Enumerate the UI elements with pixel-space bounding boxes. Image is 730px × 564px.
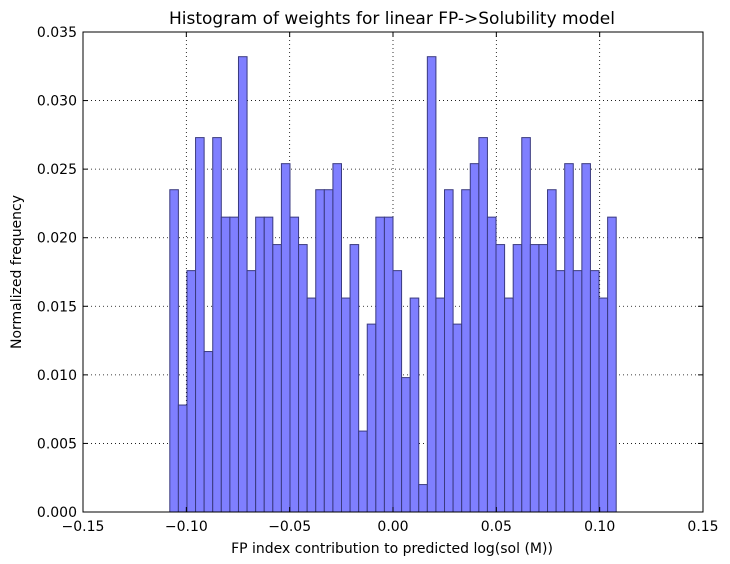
histogram-bar — [555, 270, 566, 513]
histogram-bar — [469, 163, 480, 513]
y-tick-label: 0.005 — [37, 436, 77, 452]
histogram-bar — [529, 244, 540, 513]
histogram-bar — [315, 189, 325, 513]
histogram-bar — [237, 56, 248, 513]
histogram-bar — [246, 270, 257, 513]
histogram-bar — [478, 137, 488, 513]
x-tick-label: 0.10 — [584, 519, 615, 535]
histogram-bar — [212, 137, 222, 513]
x-tick-label: 0.00 — [377, 519, 408, 535]
x-tick-label: −0.05 — [268, 519, 311, 535]
histogram-bar — [255, 216, 265, 513]
histogram-bar — [426, 56, 437, 513]
histogram-bar — [547, 189, 557, 513]
x-axis-label: FP index contribution to predicted log(s… — [231, 541, 553, 557]
histogram-bar — [538, 244, 549, 513]
histogram-bar — [298, 244, 308, 513]
histogram-bar — [598, 297, 609, 513]
histogram-bar — [323, 189, 334, 513]
histogram-bar — [392, 270, 403, 513]
histogram-bar — [572, 270, 583, 513]
x-tick-label: −0.15 — [62, 519, 105, 535]
histogram-bar — [512, 244, 523, 513]
histogram-bar — [358, 430, 368, 513]
histogram-bar — [589, 270, 600, 513]
x-tick-label: 0.05 — [481, 519, 512, 535]
histogram-bar — [306, 297, 317, 513]
x-tick-label: 0.15 — [687, 519, 718, 535]
y-tick-label: 0.015 — [37, 299, 77, 315]
histogram-bar — [186, 270, 197, 513]
y-tick-label: 0.030 — [37, 94, 77, 110]
y-tick-label: 0.000 — [37, 505, 77, 521]
histogram-bar — [177, 404, 188, 513]
histogram-bar — [504, 297, 514, 513]
y-tick-label: 0.010 — [37, 368, 77, 384]
y-tick-label: 0.020 — [37, 231, 77, 247]
histogram-bar — [418, 484, 428, 513]
histogram-bar — [461, 189, 471, 513]
histogram-bar — [289, 216, 300, 513]
histogram-bar — [564, 163, 574, 513]
histogram-bars — [169, 56, 617, 513]
histogram-bar — [452, 323, 463, 513]
histogram-bar — [486, 216, 497, 513]
histogram-bar — [229, 216, 239, 513]
histogram-bar — [495, 244, 506, 513]
y-axis-label: Normalized frequency — [9, 195, 25, 349]
chart-title: Histogram of weights for linear FP->Solu… — [169, 9, 615, 29]
histogram-bar — [349, 244, 360, 513]
histogram-bar — [444, 189, 454, 513]
histogram-bar — [521, 137, 531, 513]
histogram-bar — [195, 137, 205, 513]
histogram-bar — [263, 216, 274, 513]
x-tick-labels: −0.15 −0.10 −0.05 0.00 0.05 0.10 0.15 — [62, 519, 719, 535]
histogram-bar — [401, 377, 411, 513]
axis-ticks — [82, 31, 704, 513]
histogram-bar — [169, 189, 179, 513]
histogram-bar — [581, 163, 591, 513]
histogram-bar — [383, 216, 394, 513]
histogram-bar — [332, 163, 342, 513]
histogram-bar — [435, 297, 446, 513]
x-tick-label: −0.10 — [165, 519, 208, 535]
histogram-bar — [203, 351, 214, 513]
histogram-bar — [272, 244, 282, 513]
histogram-bar — [375, 216, 385, 513]
histogram-bar — [340, 297, 351, 513]
y-tick-label: 0.025 — [37, 162, 77, 178]
histogram-bar — [220, 216, 231, 513]
y-tick-labels: 0.000 0.005 0.010 0.015 0.020 0.025 0.030 0.035 — [37, 25, 77, 521]
histogram-bar — [409, 297, 420, 513]
y-tick-label: 0.035 — [37, 25, 77, 41]
histogram-bar — [607, 216, 617, 513]
histogram-bar — [366, 323, 377, 513]
histogram-bar — [280, 163, 291, 513]
